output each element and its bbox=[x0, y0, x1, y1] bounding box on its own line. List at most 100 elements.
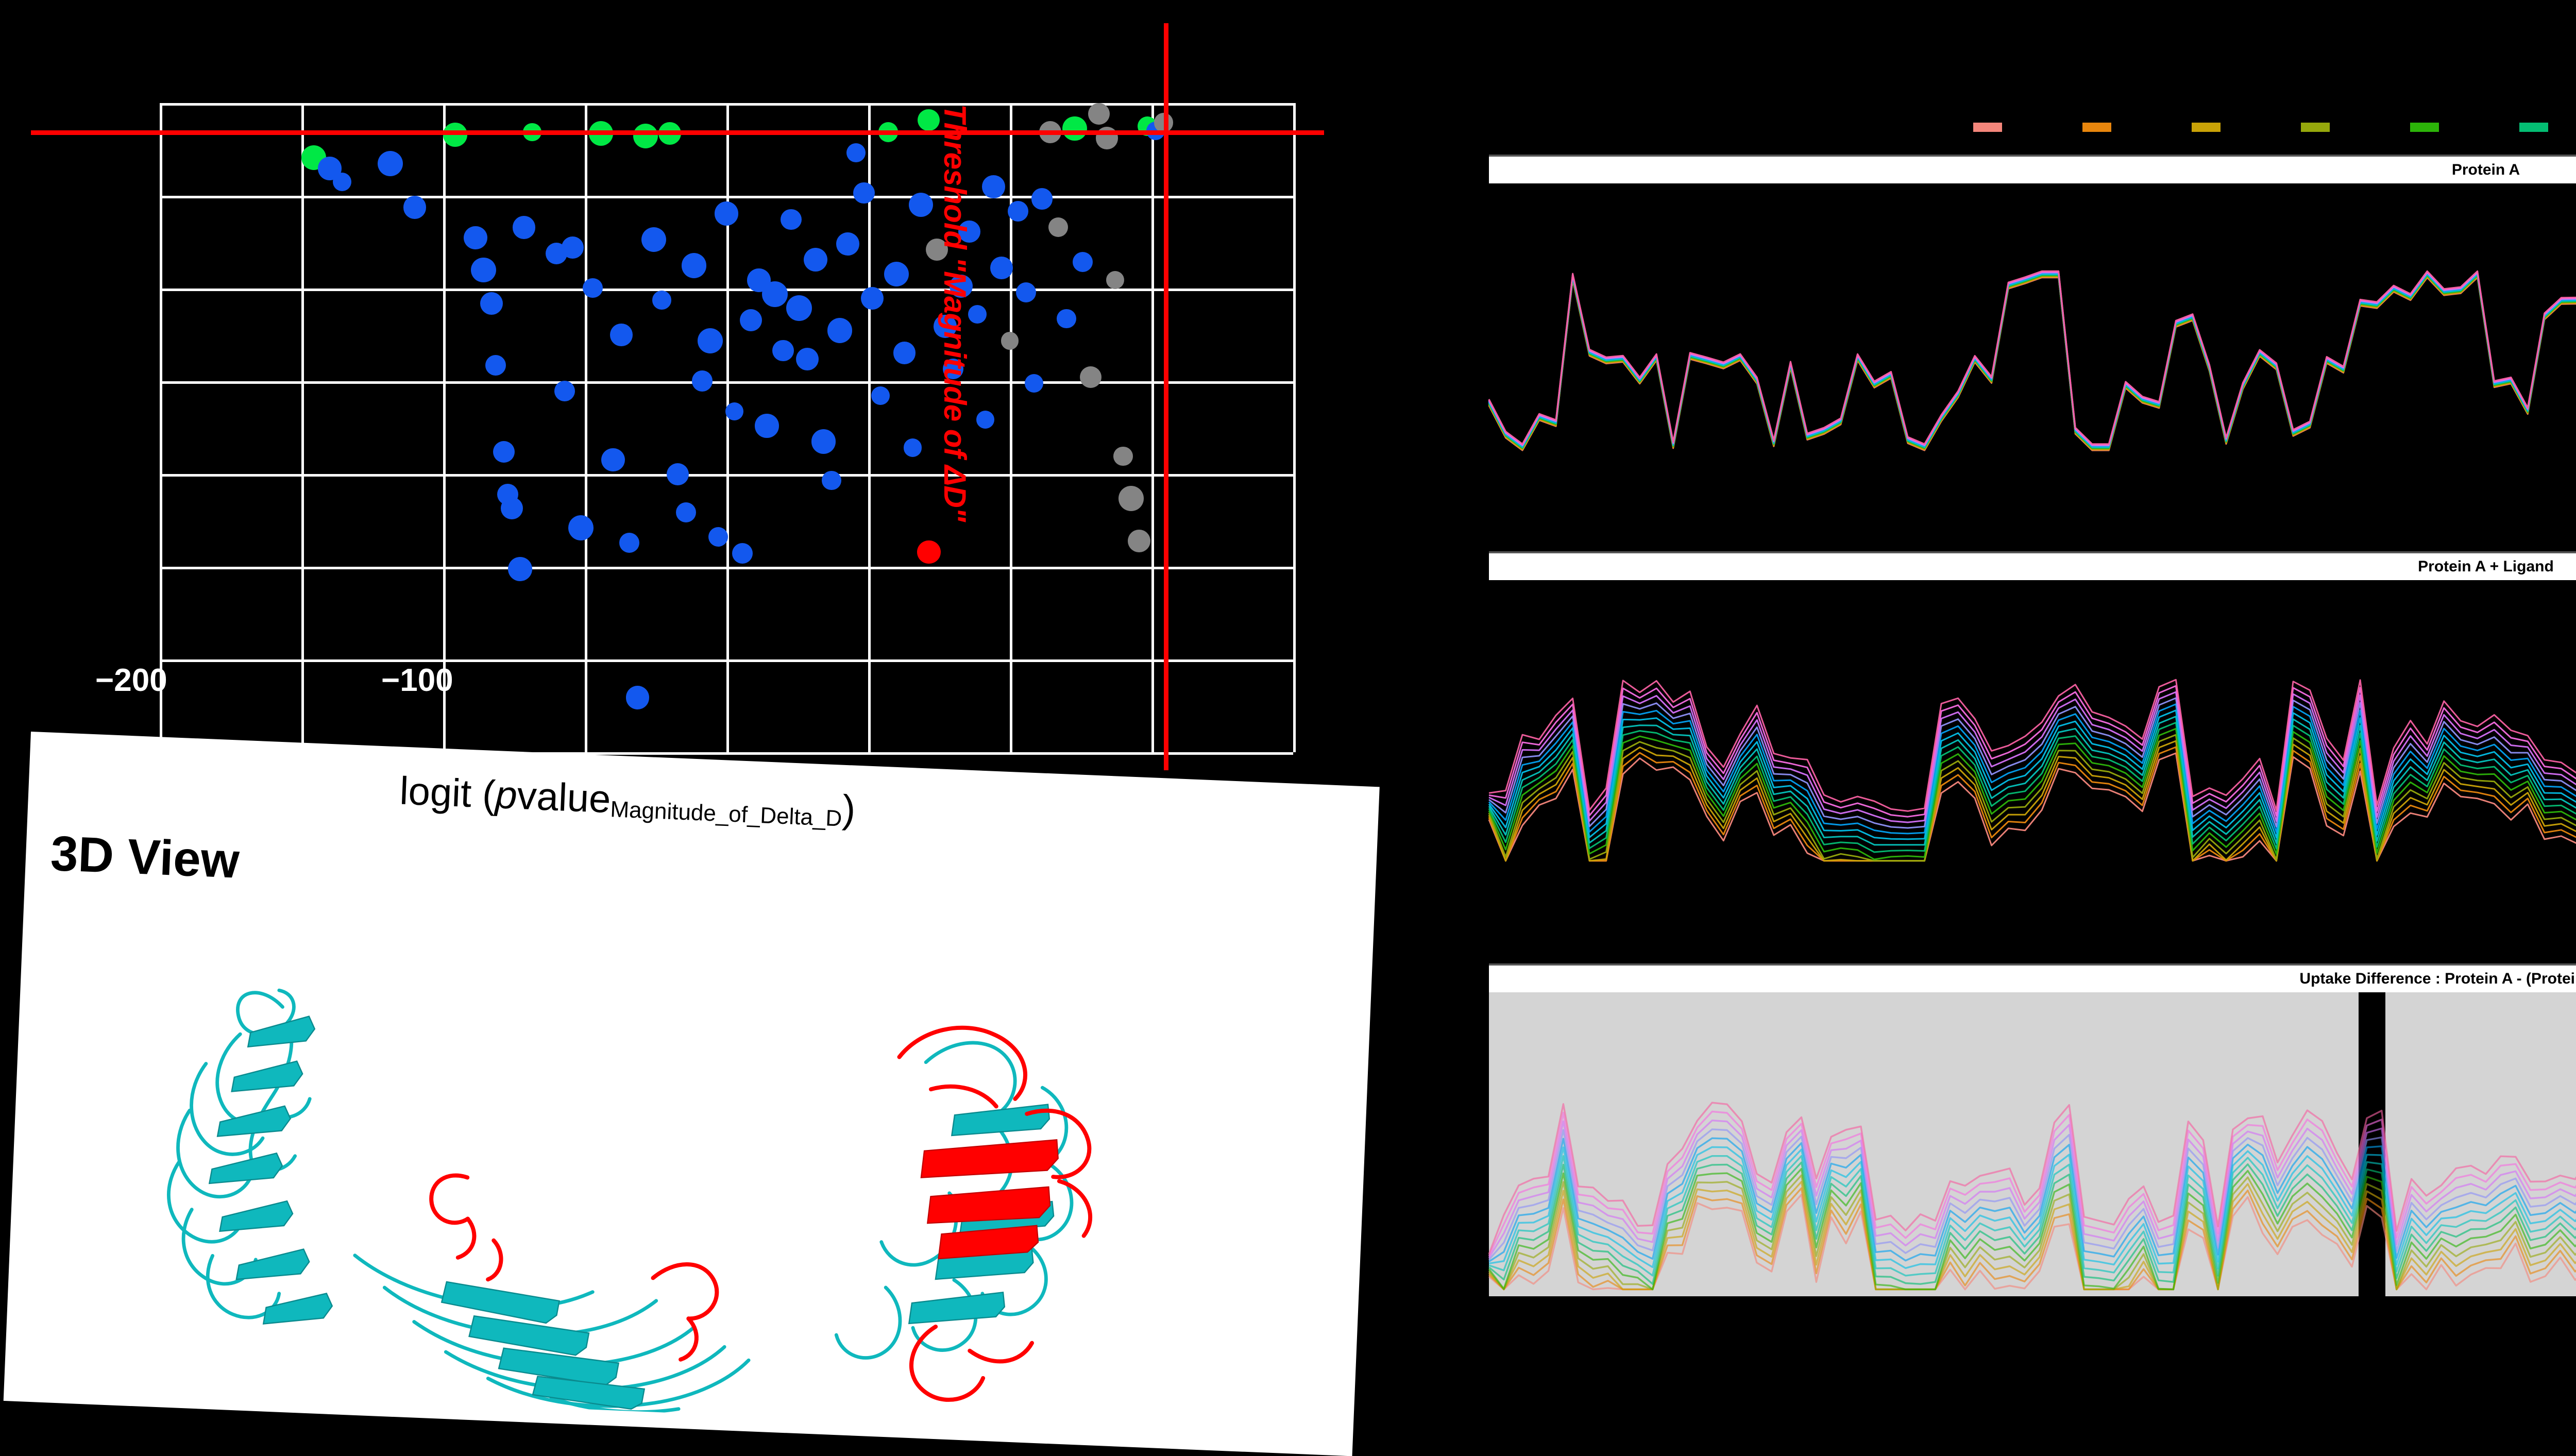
volcano-data-point[interactable] bbox=[803, 247, 827, 272]
volcano-vertical-gridline bbox=[868, 103, 871, 752]
volcano-plot-panel[interactable]: Threshold "Change in Dynamics" Threshold… bbox=[0, 0, 1391, 770]
legend-color-swatch[interactable] bbox=[2410, 123, 2439, 132]
volcano-data-point[interactable] bbox=[762, 281, 788, 307]
volcano-data-point[interactable] bbox=[918, 109, 940, 131]
volcano-data-point[interactable] bbox=[755, 414, 779, 438]
legend-color-swatch[interactable] bbox=[2192, 123, 2221, 132]
volcano-data-point[interactable] bbox=[795, 347, 819, 371]
volcano-data-point[interactable] bbox=[926, 239, 948, 261]
volcano-data-point[interactable] bbox=[633, 123, 658, 148]
volcano-data-point[interactable] bbox=[601, 448, 625, 472]
volcano-data-point[interactable] bbox=[667, 463, 689, 486]
volcano-data-point[interactable] bbox=[811, 429, 836, 454]
volcano-data-point[interactable] bbox=[609, 324, 633, 346]
volcano-data-point[interactable] bbox=[1015, 282, 1037, 303]
legend-color-swatch[interactable] bbox=[2301, 123, 2330, 132]
volcano-data-point[interactable] bbox=[1128, 530, 1151, 553]
panel-uptake-difference[interactable]: Uptake Difference : Protein A - (Protein… bbox=[1391, 963, 2576, 1324]
volcano-data-point[interactable] bbox=[781, 209, 802, 230]
xaxis-label-main: logit ( bbox=[399, 769, 497, 817]
volcano-data-point[interactable] bbox=[836, 232, 860, 256]
volcano-data-point[interactable] bbox=[772, 340, 794, 362]
volcano-data-point[interactable] bbox=[1031, 188, 1053, 210]
volcano-data-point[interactable] bbox=[1088, 103, 1110, 125]
volcano-data-point[interactable] bbox=[675, 502, 696, 523]
volcano-data-point[interactable] bbox=[982, 175, 1005, 198]
volcano-data-point[interactable] bbox=[512, 216, 536, 239]
volcano-data-point[interactable] bbox=[652, 291, 671, 310]
volcano-data-point[interactable] bbox=[485, 354, 506, 376]
volcano-data-point[interactable] bbox=[1106, 271, 1124, 290]
legend-color-swatch[interactable] bbox=[2519, 123, 2548, 132]
volcano-vertical-gridline bbox=[726, 103, 729, 752]
volcano-data-point[interactable] bbox=[501, 497, 523, 519]
xaxis-label-value: value bbox=[516, 773, 612, 822]
volcano-data-point[interactable] bbox=[714, 201, 739, 226]
volcano-data-point[interactable] bbox=[739, 309, 762, 332]
volcano-data-point[interactable] bbox=[917, 540, 941, 564]
protein-a-ligand-uptake-traces bbox=[1488, 679, 2576, 862]
legend-color-swatch[interactable] bbox=[2082, 123, 2111, 132]
volcano-vertical-gridline bbox=[1293, 103, 1296, 752]
legend-color-swatch[interactable] bbox=[1973, 123, 2002, 132]
volcano-data-point[interactable] bbox=[1118, 486, 1144, 512]
volcano-data-point[interactable] bbox=[1024, 374, 1044, 393]
volcano-data-point[interactable] bbox=[893, 342, 916, 364]
volcano-data-point[interactable] bbox=[641, 227, 666, 252]
volcano-data-point[interactable] bbox=[480, 292, 503, 315]
volcano-data-point[interactable] bbox=[884, 262, 909, 286]
xaxis-label-subscript: Magnitude_of_Delta_D bbox=[609, 797, 843, 832]
volcano-data-point[interactable] bbox=[934, 315, 957, 338]
volcano-data-point[interactable] bbox=[507, 556, 532, 581]
volcano-data-point[interactable] bbox=[583, 278, 603, 298]
volcano-data-point[interactable] bbox=[463, 226, 487, 250]
volcano-data-point[interactable] bbox=[1001, 332, 1019, 350]
volcano-data-point[interactable] bbox=[860, 287, 884, 310]
volcano-data-point[interactable] bbox=[1007, 200, 1028, 222]
volcano-data-point[interactable] bbox=[625, 686, 649, 709]
volcano-data-point[interactable] bbox=[619, 533, 639, 553]
volcano-data-point[interactable] bbox=[908, 193, 933, 217]
volcano-data-point[interactable] bbox=[708, 527, 728, 547]
volcano-data-point[interactable] bbox=[1062, 116, 1087, 141]
volcano-data-point[interactable] bbox=[958, 221, 980, 243]
volcano-plot-area[interactable] bbox=[31, 23, 1324, 770]
volcano-data-point[interactable] bbox=[968, 304, 987, 324]
volcano-data-point[interactable] bbox=[950, 274, 973, 298]
threed-view-card[interactable]: logit (pvalueMagnitude_of_Delta_D) 3D Vi… bbox=[3, 732, 1380, 1456]
volcano-data-point[interactable] bbox=[732, 543, 753, 564]
volcano-data-point[interactable] bbox=[1072, 251, 1093, 273]
protein-ribbon-structure[interactable] bbox=[71, 904, 1275, 1437]
volcano-data-point[interactable] bbox=[691, 370, 713, 392]
volcano-data-point[interactable] bbox=[871, 386, 890, 405]
volcano-data-point[interactable] bbox=[943, 358, 963, 379]
volcano-data-point[interactable] bbox=[568, 515, 594, 540]
volcano-data-point[interactable] bbox=[332, 173, 351, 192]
uptake-trace-line bbox=[1488, 1181, 2576, 1291]
volcano-data-point[interactable] bbox=[1057, 309, 1076, 328]
volcano-data-point[interactable] bbox=[471, 257, 496, 282]
volcano-data-point[interactable] bbox=[903, 438, 922, 457]
volcano-data-point[interactable] bbox=[493, 441, 515, 463]
volcano-data-point[interactable] bbox=[403, 196, 427, 219]
volcano-data-point[interactable] bbox=[990, 257, 1013, 280]
volcano-data-point[interactable] bbox=[846, 143, 866, 162]
volcano-data-point[interactable] bbox=[725, 402, 744, 420]
volcano-data-point[interactable] bbox=[827, 318, 853, 344]
panel-protein-a-ligand[interactable]: Protein A + Ligand bbox=[1391, 551, 2576, 912]
timepoint-color-legend[interactable] bbox=[1391, 123, 2576, 140]
volcano-data-point[interactable] bbox=[786, 295, 812, 321]
volcano-data-point[interactable] bbox=[976, 411, 995, 429]
volcano-data-point[interactable] bbox=[853, 182, 875, 204]
volcano-data-point[interactable] bbox=[822, 470, 842, 490]
panel-protein-a[interactable]: Protein A bbox=[1391, 155, 2576, 505]
volcano-data-point[interactable] bbox=[681, 253, 707, 278]
volcano-data-point[interactable] bbox=[698, 328, 723, 353]
volcano-data-point[interactable] bbox=[562, 236, 584, 259]
volcano-data-point[interactable] bbox=[378, 151, 403, 177]
volcano-data-point[interactable] bbox=[1048, 217, 1069, 238]
volcano-data-point[interactable] bbox=[1080, 366, 1102, 388]
volcano-data-point[interactable] bbox=[1113, 446, 1133, 466]
uptake-trace-line bbox=[1488, 1102, 2576, 1255]
volcano-data-point[interactable] bbox=[554, 381, 575, 402]
